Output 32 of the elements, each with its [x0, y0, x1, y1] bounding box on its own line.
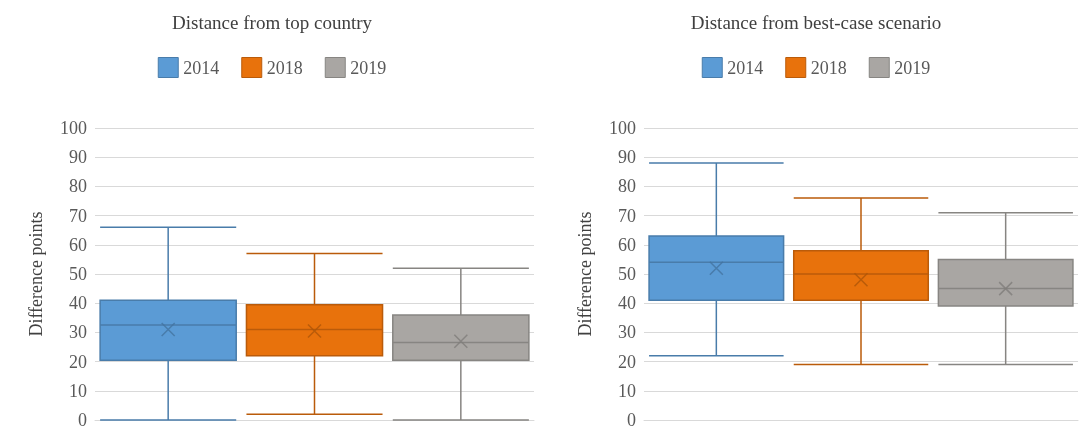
y-tick-label: 40 — [618, 293, 636, 314]
y-tick-label: 0 — [78, 410, 87, 430]
legend-label: 2018 — [266, 57, 303, 78]
y-tick-label: 10 — [618, 380, 636, 401]
y-tick-label: 40 — [69, 293, 87, 314]
y-tick-label: 100 — [60, 118, 87, 138]
y-tick-label: 30 — [69, 322, 87, 343]
legend-label: 2019 — [894, 57, 931, 78]
legend-label: 2014 — [183, 57, 220, 78]
y-tick-label: 0 — [627, 410, 636, 430]
chart-title: Distance from best-case scenario — [690, 12, 942, 33]
y-tick-label: 60 — [618, 234, 636, 255]
legend-label: 2018 — [810, 57, 847, 78]
y-tick-label: 80 — [618, 176, 636, 197]
y-tick-label: 30 — [618, 322, 636, 343]
y-tick-label: 50 — [618, 264, 636, 284]
y-tick-label: 60 — [69, 234, 87, 255]
y-tick-label: 50 — [69, 264, 87, 284]
y-tick-label: 20 — [69, 351, 87, 372]
y-tick-label: 10 — [69, 380, 87, 401]
y-tick-label: 20 — [618, 351, 636, 372]
chart-title: Distance from top country — [172, 12, 373, 33]
legend-label: 2019 — [350, 57, 387, 78]
y-tick-label: 70 — [618, 205, 636, 226]
y-tick-label: 70 — [69, 205, 87, 226]
y-tick-label: 90 — [618, 147, 636, 168]
y-tick-label: 90 — [69, 147, 87, 168]
y-tick-label: 100 — [609, 118, 636, 138]
legend-label: 2014 — [727, 57, 764, 78]
y-tick-label: 80 — [69, 176, 87, 197]
y-axis-title: Difference points — [575, 211, 595, 337]
y-axis-title: Difference points — [26, 211, 46, 337]
